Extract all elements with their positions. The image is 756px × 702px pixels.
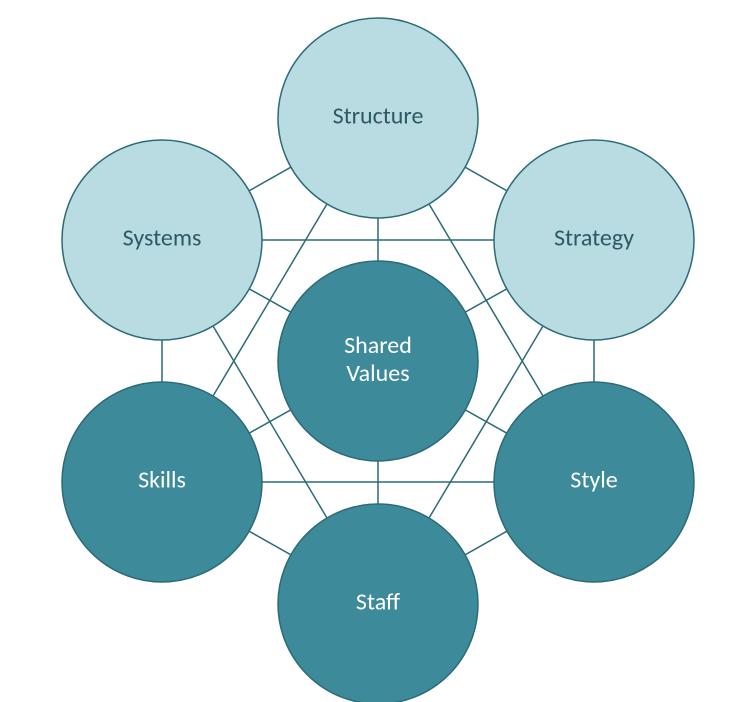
node-strategy-label: Strategy bbox=[554, 224, 634, 253]
node-sharedvalues-label: SharedValues bbox=[344, 331, 412, 388]
node-sharedvalues-label-line-1: Values bbox=[346, 359, 409, 388]
node-systems: Systems bbox=[62, 140, 262, 340]
node-skills-label: Skills bbox=[138, 466, 186, 495]
node-strategy: Strategy bbox=[494, 140, 694, 340]
node-structure-label: Structure bbox=[333, 102, 424, 131]
node-staff: Staff bbox=[278, 504, 478, 702]
node-style-label: Style bbox=[570, 466, 617, 495]
node-staff-label: Staff bbox=[356, 588, 400, 617]
mckinsey-7s-diagram: Structure Systems Strategy SharedValues Skil… bbox=[0, 0, 756, 702]
node-sharedvalues: SharedValues bbox=[278, 261, 478, 461]
nodes-layer: Structure Systems Strategy SharedValues Skil… bbox=[62, 18, 694, 702]
node-systems-label: Systems bbox=[123, 224, 202, 253]
node-style: Style bbox=[494, 382, 694, 582]
node-sharedvalues-label-line-0: Shared bbox=[344, 331, 412, 360]
node-skills: Skills bbox=[62, 382, 262, 582]
node-structure: Structure bbox=[278, 18, 478, 218]
